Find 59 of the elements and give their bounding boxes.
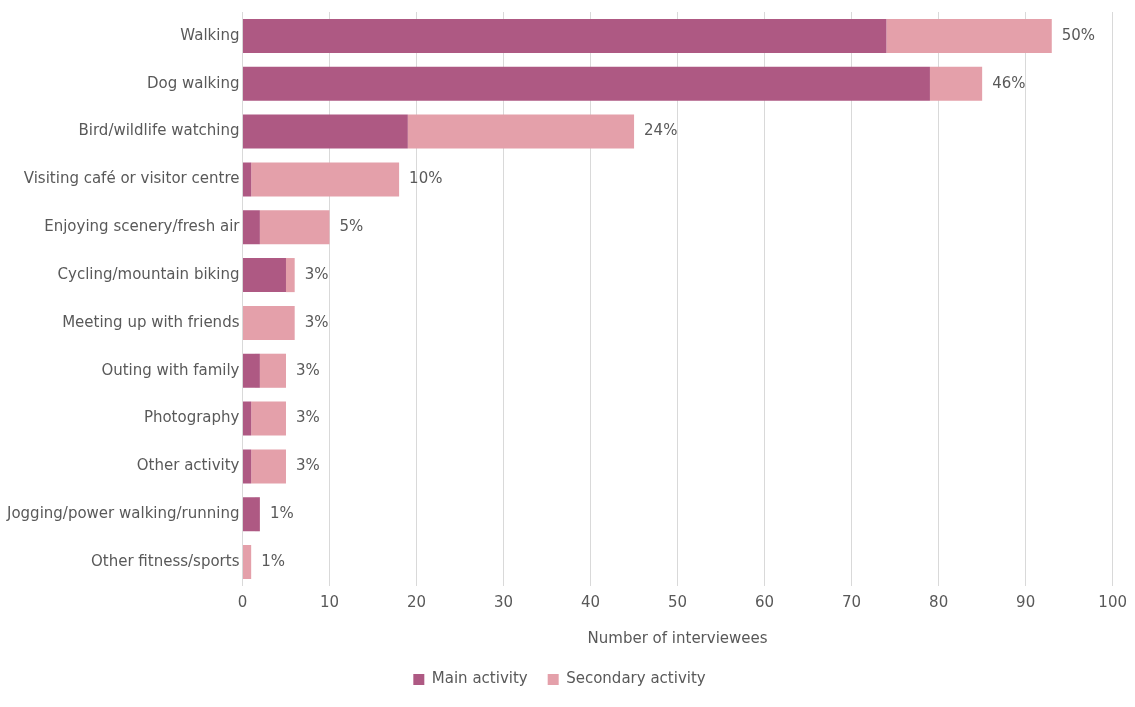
y-tick-label: Visiting café or visitor centre (23, 169, 240, 188)
x-tick-label: 50 (668, 592, 688, 611)
legend-label: Secondary activity (566, 669, 706, 688)
bar (259, 210, 330, 245)
bar (251, 401, 286, 436)
annotation: 1% (261, 551, 285, 570)
bar (259, 353, 286, 388)
y-tick-label: Meeting up with friends (62, 312, 240, 331)
annotation: 1% (269, 504, 294, 523)
x-tick-label: 10 (319, 592, 340, 611)
x-tick-label: 100 (1098, 592, 1128, 611)
bar (929, 66, 983, 101)
bar (242, 162, 252, 197)
bar (242, 114, 408, 149)
bar (242, 210, 260, 245)
y-tick-label: Jogging/power walking/running (5, 504, 240, 523)
annotation: 24% (644, 121, 678, 140)
x-tick-label: 80 (929, 592, 949, 611)
bar (242, 449, 252, 484)
x-tick-label: 30 (493, 592, 514, 611)
bar (242, 545, 252, 580)
y-tick-label: Other activity (136, 456, 240, 475)
y-tick-label: Walking (180, 25, 240, 44)
x-tick-label: 70 (842, 592, 862, 611)
bar (407, 114, 635, 149)
y-tick-label: Outing with family (101, 360, 240, 379)
annotation: 3% (295, 360, 320, 379)
annotation: 46% (992, 73, 1026, 92)
y-tick-label: Bird/wildlife watching (78, 121, 240, 140)
x-axis-title: Number of interviewees (587, 628, 768, 647)
y-tick-label: Other fitness/sports (90, 551, 240, 570)
bar (285, 258, 295, 293)
bar (251, 449, 286, 484)
y-tick-label: Cycling/mountain biking (57, 264, 240, 283)
bar (886, 18, 1052, 53)
x-tick-label: 60 (755, 592, 775, 611)
bar (242, 353, 260, 388)
x-tick-label: 0 (237, 592, 248, 611)
x-tick-label: 90 (1016, 592, 1036, 611)
annotation: 3% (304, 264, 329, 283)
bar (242, 401, 252, 436)
x-tick-label: 40 (581, 592, 601, 611)
bar (242, 66, 930, 101)
bar (242, 258, 286, 293)
bar (251, 162, 400, 197)
annotation: 50% (1061, 25, 1096, 44)
annotation: 3% (295, 408, 320, 427)
legend-label: Main activity (431, 669, 528, 688)
annotation: 3% (295, 456, 320, 475)
bar (242, 497, 260, 532)
y-tick-label: Photography (143, 408, 240, 427)
bar (242, 18, 887, 53)
annotation: 3% (304, 312, 329, 331)
y-tick-label: Dog walking (146, 73, 240, 92)
x-tick-label: 20 (406, 592, 427, 611)
bar (242, 305, 295, 340)
annotation: 5% (339, 217, 364, 236)
y-tick-label: Enjoying scenery/fresh air (44, 217, 241, 236)
annotation: 10% (409, 169, 443, 188)
